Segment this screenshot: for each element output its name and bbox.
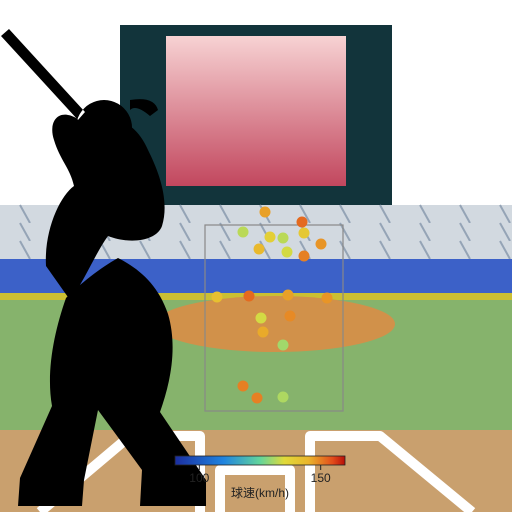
pitch-location-chart: 100 150 球速(km/h) [0, 0, 512, 512]
pitch-point [265, 232, 276, 243]
pitch-point [322, 293, 333, 304]
mound-dirt [155, 296, 395, 352]
pitch-point [285, 311, 296, 322]
legend-bar [175, 456, 345, 465]
legend-tick-label: 150 [311, 471, 331, 485]
pitch-point [299, 228, 310, 239]
pitch-point [316, 239, 327, 250]
pitch-point [297, 217, 308, 228]
pitch-point [278, 392, 289, 403]
pitch-point [238, 381, 249, 392]
pitch-point [283, 290, 294, 301]
pitch-point [282, 247, 293, 258]
scoreboard-screen [166, 36, 346, 186]
pitch-point [278, 340, 289, 351]
pitch-point [254, 244, 265, 255]
pitch-point [252, 393, 263, 404]
pitch-point [299, 251, 310, 262]
legend-label: 球速(km/h) [231, 486, 289, 500]
pitch-point [260, 207, 271, 218]
pitch-point [258, 327, 269, 338]
pitch-point [244, 291, 255, 302]
pitch-point [256, 313, 267, 324]
pitch-point [212, 292, 223, 303]
legend-tick-label: 100 [189, 471, 209, 485]
pitch-point [278, 233, 289, 244]
pitch-point [238, 227, 249, 238]
